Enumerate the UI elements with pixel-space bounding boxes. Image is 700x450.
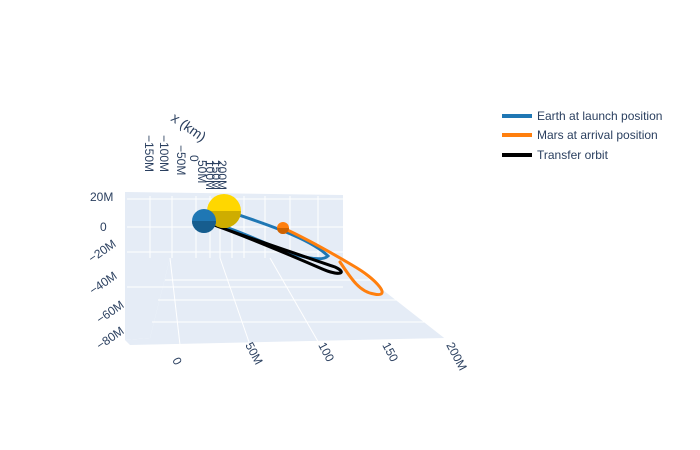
legend-swatch-earth xyxy=(502,113,532,118)
celestial-bodies xyxy=(192,194,289,234)
grid-line xyxy=(269,257,321,346)
x-tick-label: 200M xyxy=(215,160,229,190)
legend-label-earth: Earth at launch position xyxy=(537,108,663,123)
x-tick-label: −100M xyxy=(157,135,171,172)
y-tick-label: 0 xyxy=(169,355,185,368)
legend-label-mars: Mars at arrival position xyxy=(537,128,658,143)
z-tick-label: −20M xyxy=(86,237,119,266)
orbit-traces xyxy=(204,208,384,297)
legend-item-mars[interactable]: Mars at arrival position xyxy=(502,126,662,146)
y-tick-label: 150 xyxy=(379,340,401,365)
z-tick-label: −40M xyxy=(87,269,120,298)
floor-pane xyxy=(125,258,445,345)
x-tick-label: 150M xyxy=(209,160,223,190)
z-tick-label: −60M xyxy=(94,298,127,327)
mars-shade xyxy=(277,228,289,234)
x-axis-title: x (km) xyxy=(168,109,209,144)
x-tick-label: 100M xyxy=(203,160,217,190)
y-tick-label: 200M xyxy=(443,340,469,373)
z-tick-label: 0 xyxy=(100,220,107,234)
x-tick-label: −150M xyxy=(142,135,156,172)
legend-swatch-mars xyxy=(502,133,532,138)
y-tick-label: 50M xyxy=(242,340,265,367)
series-line-2 xyxy=(281,226,384,297)
grid-line xyxy=(169,257,181,346)
legend-swatch-transfer xyxy=(502,152,532,157)
x-tick-label: −50M xyxy=(174,145,188,175)
legend: Earth at launch position Mars at arrival… xyxy=(502,106,662,165)
z-tick-label: 20M xyxy=(90,190,113,204)
legend-item-earth[interactable]: Earth at launch position xyxy=(502,106,662,126)
series-line-3 xyxy=(204,220,343,275)
legend-label-transfer: Transfer orbit xyxy=(537,147,608,162)
z-tick-label: −80M xyxy=(94,324,127,353)
x-tick-label: 0 xyxy=(187,155,201,162)
legend-item-transfer[interactable]: Transfer orbit xyxy=(502,145,662,165)
grid-lines xyxy=(127,196,446,346)
grid-line xyxy=(219,257,251,346)
earth-shade xyxy=(192,221,216,233)
x-tick-label: 50M xyxy=(195,160,209,183)
